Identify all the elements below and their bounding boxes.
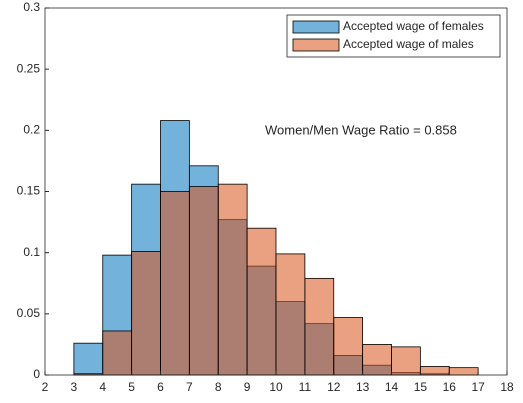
y-tick-label: 0.3 — [23, 0, 40, 14]
bar — [448, 367, 479, 376]
bar — [246, 227, 277, 376]
x-tick-label: 17 — [471, 380, 485, 394]
x-tick-label: 3 — [71, 380, 78, 394]
x-tick-label: 4 — [99, 380, 106, 394]
x-tick-label: 12 — [327, 380, 341, 394]
y-tick-label: 0 — [33, 367, 40, 381]
bar — [131, 251, 161, 376]
x-tick-label: 13 — [356, 380, 370, 394]
legend-label: Accepted wage of females — [343, 19, 484, 33]
x-tick-label: 5 — [128, 380, 135, 394]
bar — [275, 253, 306, 376]
y-tick-label: 0.05 — [17, 306, 41, 320]
bar — [419, 366, 450, 376]
bar — [333, 317, 364, 376]
annotation: Women/Men Wage Ratio = 0.858 — [265, 122, 457, 137]
x-tick-label: 6 — [157, 380, 164, 394]
legend-label: Accepted wage of males — [343, 37, 474, 51]
bar — [188, 186, 219, 376]
y-tick-label: 0.1 — [23, 245, 40, 259]
bar — [102, 330, 133, 376]
legend-swatch — [292, 38, 340, 52]
bar — [73, 342, 104, 376]
x-tick-label: 10 — [269, 380, 283, 394]
bar — [160, 191, 190, 376]
bar — [304, 277, 335, 376]
bar — [362, 344, 392, 376]
x-tick-label: 15 — [414, 380, 428, 394]
x-tick-label: 11 — [299, 380, 312, 394]
y-tick-label: 0.25 — [17, 61, 41, 75]
legend-swatch — [292, 20, 340, 34]
bar — [391, 346, 421, 376]
x-tick-label: 2 — [42, 380, 49, 394]
x-tick-label: 8 — [215, 380, 222, 394]
x-tick-label: 16 — [443, 380, 457, 394]
x-tick-label: 14 — [385, 380, 399, 394]
x-tick-label: 9 — [244, 380, 251, 394]
y-tick-label: 0.2 — [23, 123, 40, 137]
x-tick-label: 18 — [500, 380, 514, 394]
y-tick-label: 0.15 — [17, 184, 41, 198]
bar — [217, 183, 248, 376]
x-tick-label: 7 — [186, 380, 193, 394]
